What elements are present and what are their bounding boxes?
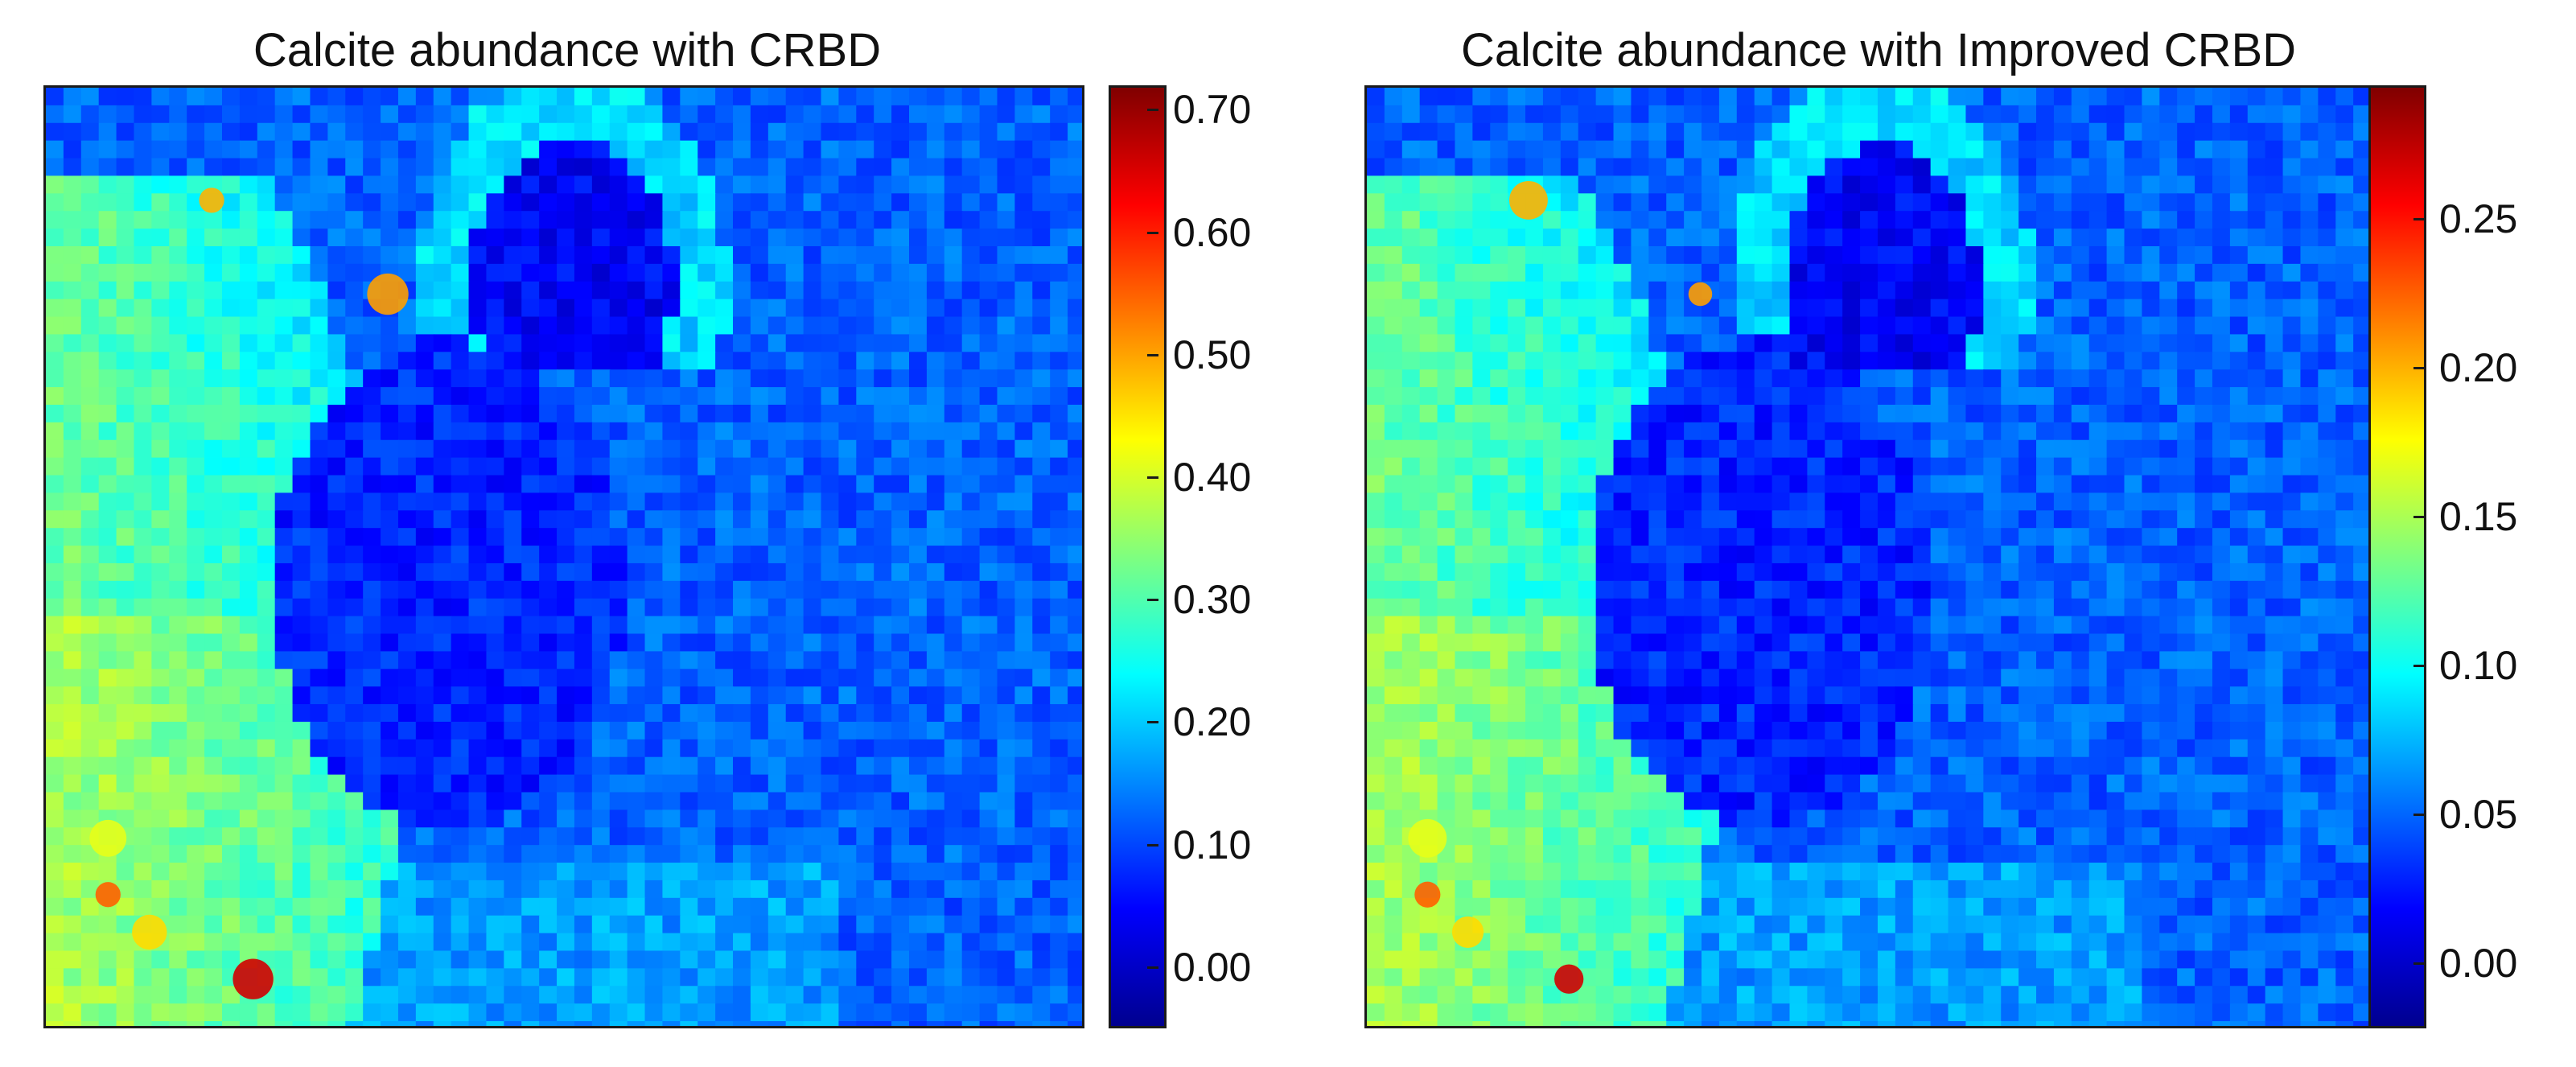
colorbar-tick-label: 0.50	[1146, 332, 1252, 377]
left-abundance-map	[43, 85, 1084, 1028]
colorbar-tick-label: 0.05	[2413, 791, 2518, 837]
right-abundance-map	[1364, 85, 2380, 1028]
colorbar-tick-label: 0.30	[1146, 577, 1252, 623]
left-colorbar	[1109, 85, 1167, 1028]
colorbar-tick-label: 0.60	[1146, 209, 1252, 255]
left-panel-title: Calcite abundance with CRBD	[253, 24, 882, 76]
colorbar-tick-label: 0.00	[2413, 940, 2518, 986]
colorbar-tick-label: 0.20	[1146, 699, 1252, 745]
right-colorbar	[2368, 85, 2426, 1028]
colorbar-tick-label: 0.15	[2413, 494, 2518, 540]
colorbar-tick-label: 0.70	[1146, 87, 1252, 133]
colorbar-tick-label: 0.25	[2413, 196, 2518, 242]
colorbar-tick-label: 0.00	[1146, 944, 1252, 990]
colorbar-tick-label: 0.40	[1146, 455, 1252, 501]
colorbar-tick-label: 0.20	[2413, 345, 2518, 391]
colorbar-tick-label: 0.10	[2413, 642, 2518, 688]
right-panel-title: Calcite abundance with Improved CRBD	[1460, 24, 2297, 76]
colorbar-tick-label: 0.10	[1146, 822, 1252, 867]
